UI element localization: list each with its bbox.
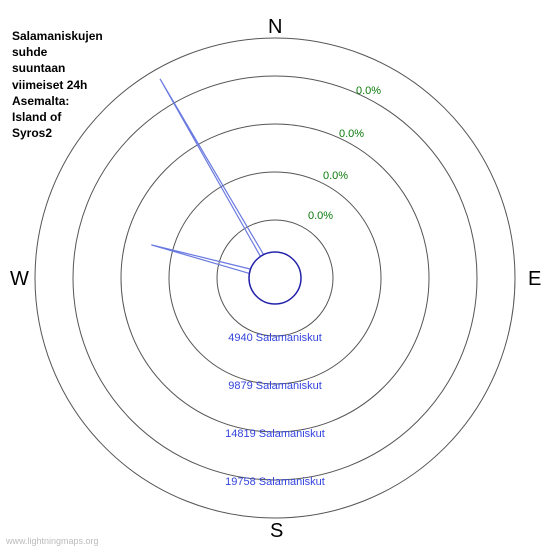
ring-percent-label: 0.0% [308, 210, 333, 222]
footer-credit: www.lightningmaps.org [6, 536, 99, 546]
ring-count-label: 14819 Salamaniskut [225, 428, 325, 440]
ring-percent-label: 0.0% [339, 128, 364, 140]
rose-petal [151, 245, 250, 274]
ring-count-label: 4940 Salamaniskut [228, 332, 322, 344]
ring-count-label: 9879 Salamaniskut [228, 380, 322, 392]
chart-ring [35, 38, 515, 518]
ring-percent-label: 0.0% [356, 85, 381, 97]
compass-n: N [268, 16, 282, 39]
chart-ring [217, 220, 333, 336]
compass-e: E [528, 268, 541, 291]
compass-w: W [10, 268, 29, 291]
inner-circle [249, 252, 301, 304]
chart-ring [169, 172, 381, 384]
chart-title: Salamaniskujen suhde suuntaan viimeiset … [12, 28, 103, 141]
rose-petal [160, 79, 264, 257]
compass-s: S [270, 520, 283, 543]
ring-percent-label: 0.0% [323, 170, 348, 182]
ring-count-label: 19758 Salamaniskut [225, 476, 325, 488]
chart-ring [73, 76, 477, 480]
